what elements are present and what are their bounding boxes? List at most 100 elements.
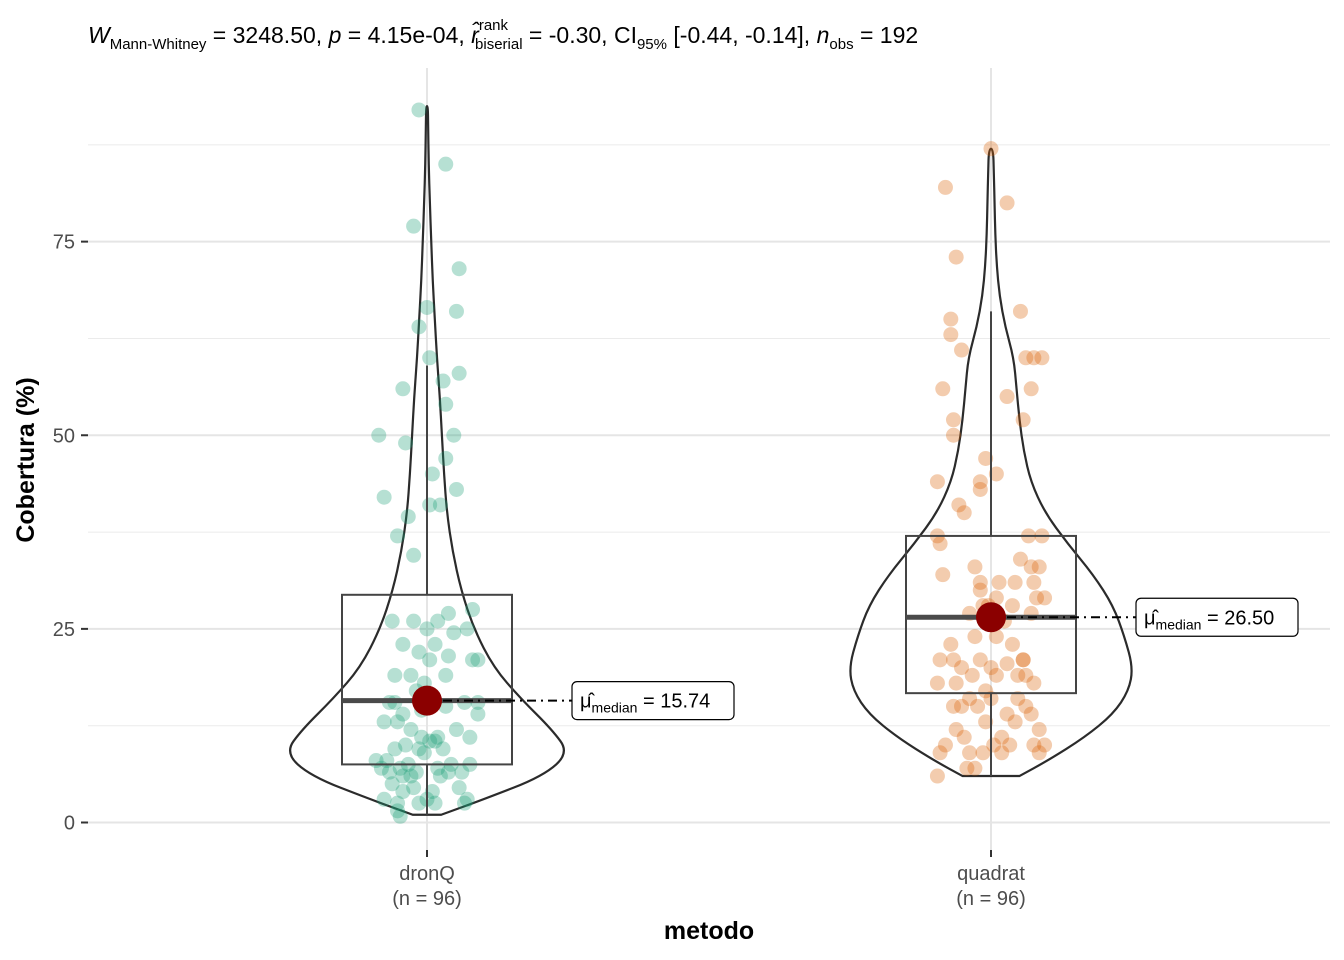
data-point	[465, 602, 481, 618]
data-point	[978, 450, 994, 466]
data-point	[967, 760, 983, 776]
data-point	[1026, 350, 1042, 366]
data-point	[929, 675, 945, 691]
data-point	[935, 381, 951, 397]
y-tick-label: 50	[53, 425, 75, 447]
median-label-quadrat: μ̂median = 26.50	[1144, 607, 1274, 632]
data-point	[422, 652, 438, 668]
data-point	[959, 760, 975, 776]
data-point	[945, 427, 961, 443]
data-point	[427, 795, 443, 811]
data-point	[954, 698, 970, 714]
data-point	[988, 667, 1004, 683]
data-point	[390, 795, 406, 811]
data-point	[1015, 412, 1031, 428]
median-point	[412, 685, 442, 716]
data-point	[967, 559, 983, 575]
data-point	[1018, 667, 1034, 683]
data-point	[937, 737, 953, 753]
data-point	[1026, 737, 1042, 753]
data-point	[390, 528, 406, 544]
data-point	[432, 497, 448, 513]
data-point	[932, 652, 948, 668]
data-point	[983, 141, 999, 157]
data-point	[424, 784, 440, 800]
data-point	[395, 768, 411, 784]
data-point	[392, 808, 408, 824]
data-point	[954, 660, 970, 676]
data-point	[1029, 590, 1045, 606]
data-point	[395, 636, 411, 652]
violins	[289, 104, 1133, 816]
data-point	[419, 299, 435, 315]
data-point	[438, 450, 454, 466]
data-point	[978, 714, 994, 730]
data-point	[406, 780, 422, 796]
data-point	[1034, 350, 1050, 366]
data-point	[1015, 652, 1031, 668]
data-point	[395, 784, 411, 800]
data-point	[1031, 722, 1047, 738]
data-point	[945, 412, 961, 428]
data-point	[387, 741, 403, 757]
data-point	[999, 656, 1015, 672]
data-point	[427, 733, 443, 749]
y-axis-title: Cobertura (%)	[12, 377, 40, 542]
data-point	[948, 249, 964, 265]
box-dronQ	[341, 593, 513, 766]
data-point	[1007, 714, 1023, 730]
data-point	[932, 536, 948, 552]
data-point	[451, 780, 467, 796]
data-point	[972, 652, 988, 668]
data-point	[376, 791, 392, 807]
data-point	[943, 327, 959, 343]
data-point	[1002, 737, 1018, 753]
data-point	[440, 605, 456, 621]
data-point	[945, 652, 961, 668]
data-point	[948, 722, 964, 738]
data-point	[967, 629, 983, 645]
chart-title: WMann-Whitney = 3248.50, p = 4.15e-04, r…	[88, 17, 918, 53]
data-point	[1018, 698, 1034, 714]
data-point	[956, 729, 972, 745]
box-quadrat	[905, 534, 1077, 695]
data-point	[970, 698, 986, 714]
data-point	[403, 667, 419, 683]
data-point	[395, 381, 411, 397]
data-point	[978, 683, 994, 699]
data-point	[376, 489, 392, 505]
median-point	[976, 602, 1006, 633]
data-point	[1018, 350, 1034, 366]
data-point	[424, 466, 440, 482]
x-tick-label: quadrat	[957, 863, 1025, 885]
data-point	[948, 675, 964, 691]
data-point	[411, 102, 427, 118]
data-point	[411, 319, 427, 335]
data-point	[937, 179, 953, 195]
data-point	[1012, 303, 1028, 319]
data-point	[999, 195, 1015, 211]
data-point	[435, 741, 451, 757]
data-point	[440, 648, 456, 664]
data-point	[1010, 667, 1026, 683]
data-point	[438, 156, 454, 172]
data-point	[954, 342, 970, 358]
data-point	[972, 582, 988, 598]
data-point	[457, 795, 473, 811]
data-point	[406, 218, 422, 234]
data-point	[430, 613, 446, 629]
y-tick-label: 0	[64, 813, 75, 835]
data-point	[935, 567, 951, 583]
data-point	[390, 714, 406, 730]
data-point	[454, 764, 470, 780]
data-point	[448, 481, 464, 497]
x-tick-label: dronQ	[399, 863, 455, 885]
data-point	[1004, 636, 1020, 652]
data-point	[427, 636, 443, 652]
data-point	[1031, 745, 1047, 761]
data-point	[403, 722, 419, 738]
data-point	[943, 636, 959, 652]
data-point	[975, 745, 991, 761]
x-tick-count-label: (n = 96)	[956, 888, 1025, 910]
